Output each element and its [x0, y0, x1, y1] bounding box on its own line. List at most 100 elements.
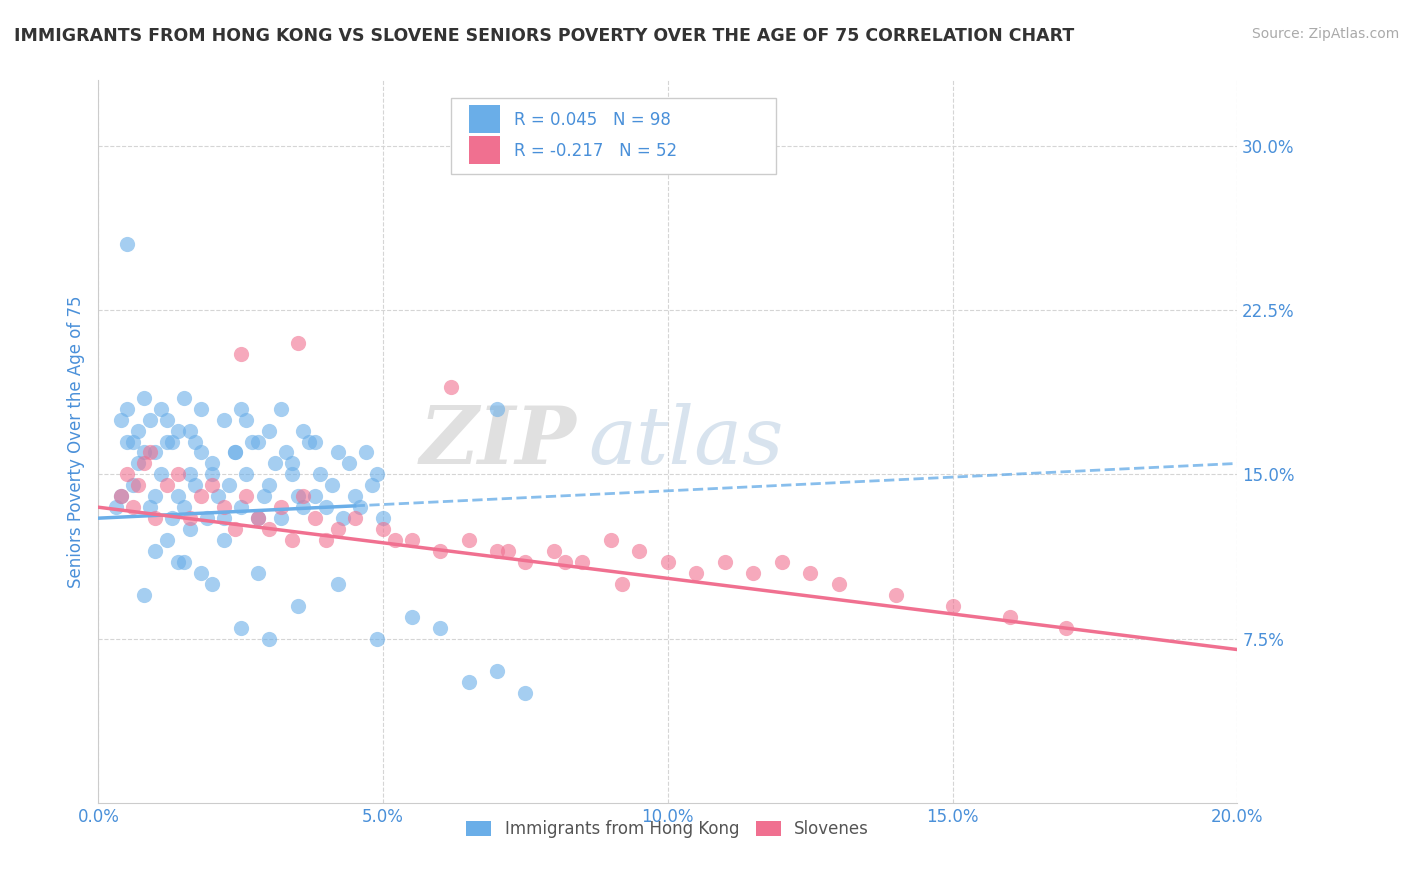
Point: [132, 445, 155, 459]
Point: [190, 566, 212, 580]
Point: [127, 457, 149, 471]
Point: [173, 391, 195, 405]
Text: ZIP: ZIP: [420, 403, 576, 480]
Point: [201, 478, 224, 492]
Text: R = 0.045   N = 98: R = 0.045 N = 98: [515, 112, 671, 129]
Point: [401, 533, 423, 547]
Point: [281, 533, 304, 547]
Point: [138, 500, 160, 515]
Point: [457, 675, 479, 690]
Point: [127, 478, 149, 492]
Text: R = -0.217   N = 52: R = -0.217 N = 52: [515, 143, 678, 161]
Point: [127, 424, 149, 438]
Point: [190, 489, 212, 503]
Point: [828, 577, 851, 591]
Point: [179, 467, 201, 482]
Point: [121, 500, 143, 515]
Point: [110, 412, 132, 426]
Point: [212, 533, 235, 547]
Point: [326, 522, 349, 536]
Point: [235, 467, 257, 482]
Point: [259, 478, 281, 492]
Point: [156, 412, 179, 426]
Point: [304, 511, 326, 525]
Point: [195, 511, 218, 525]
Point: [212, 412, 235, 426]
Point: [309, 467, 332, 482]
Point: [145, 445, 167, 459]
Point: [281, 467, 304, 482]
Point: [212, 511, 235, 525]
Point: [115, 401, 138, 416]
Point: [486, 401, 509, 416]
Point: [224, 445, 246, 459]
Point: [360, 478, 382, 492]
Point: [315, 533, 337, 547]
Point: [287, 489, 309, 503]
Point: [571, 555, 593, 569]
Point: [366, 467, 388, 482]
Point: [498, 544, 520, 558]
Point: [298, 434, 321, 449]
Point: [770, 555, 793, 569]
Point: [486, 665, 509, 679]
Point: [292, 500, 315, 515]
Point: [224, 522, 246, 536]
Point: [401, 609, 423, 624]
Point: [145, 511, 167, 525]
Point: [229, 401, 252, 416]
Point: [179, 511, 201, 525]
Point: [184, 434, 207, 449]
Point: [229, 621, 252, 635]
Point: [259, 632, 281, 646]
Point: [304, 489, 326, 503]
FancyBboxPatch shape: [468, 105, 501, 133]
Point: [270, 401, 292, 416]
Point: [349, 500, 371, 515]
Point: [799, 566, 821, 580]
Point: [685, 566, 707, 580]
Point: [270, 500, 292, 515]
Point: [657, 555, 679, 569]
Point: [138, 445, 160, 459]
Point: [110, 489, 132, 503]
Point: [354, 445, 377, 459]
Point: [292, 489, 315, 503]
Point: [287, 599, 309, 613]
Point: [145, 544, 167, 558]
Point: [201, 577, 224, 591]
Point: [184, 478, 207, 492]
Point: [207, 489, 229, 503]
Point: [612, 577, 634, 591]
Point: [343, 489, 366, 503]
Point: [554, 555, 576, 569]
Point: [628, 544, 651, 558]
Point: [384, 533, 406, 547]
Point: [162, 511, 184, 525]
Point: [337, 457, 360, 471]
Point: [229, 347, 252, 361]
Point: [321, 478, 343, 492]
Point: [343, 511, 366, 525]
Point: [115, 434, 138, 449]
Point: [259, 522, 281, 536]
Point: [132, 457, 155, 471]
Point: [315, 500, 337, 515]
Point: [292, 424, 315, 438]
Point: [515, 555, 537, 569]
Point: [371, 511, 394, 525]
Point: [281, 457, 304, 471]
Point: [287, 336, 309, 351]
Point: [714, 555, 737, 569]
Point: [167, 489, 190, 503]
Point: [440, 380, 463, 394]
Legend: Immigrants from Hong Kong, Slovenes: Immigrants from Hong Kong, Slovenes: [460, 814, 876, 845]
Point: [457, 533, 479, 547]
Point: [167, 467, 190, 482]
Point: [132, 391, 155, 405]
Point: [121, 434, 143, 449]
Point: [212, 500, 235, 515]
Point: [246, 434, 269, 449]
Point: [150, 401, 173, 416]
Text: Source: ZipAtlas.com: Source: ZipAtlas.com: [1251, 27, 1399, 41]
